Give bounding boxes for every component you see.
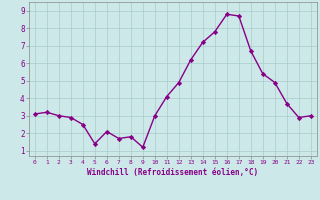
X-axis label: Windchill (Refroidissement éolien,°C): Windchill (Refroidissement éolien,°C) bbox=[87, 168, 258, 177]
